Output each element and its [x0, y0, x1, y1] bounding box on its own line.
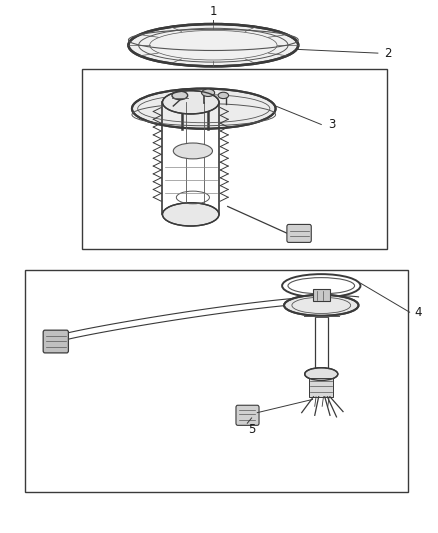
Bar [314, 289, 330, 301]
FancyBboxPatch shape [236, 405, 259, 425]
FancyBboxPatch shape [287, 224, 311, 243]
Ellipse shape [173, 143, 212, 159]
Ellipse shape [162, 203, 219, 226]
Bar [309, 378, 333, 397]
Text: 2: 2 [385, 46, 392, 60]
Text: 4: 4 [415, 306, 422, 319]
FancyBboxPatch shape [43, 330, 68, 353]
Ellipse shape [218, 92, 229, 99]
Bar [82, 69, 387, 249]
Bar [25, 270, 408, 492]
Ellipse shape [172, 91, 187, 100]
Text: 3: 3 [328, 118, 335, 131]
Ellipse shape [305, 368, 338, 381]
Ellipse shape [132, 88, 276, 129]
Text: 1: 1 [210, 5, 217, 18]
Ellipse shape [128, 24, 298, 66]
Ellipse shape [201, 89, 215, 96]
Text: 5: 5 [248, 423, 255, 436]
Ellipse shape [162, 91, 219, 114]
Ellipse shape [284, 295, 358, 316]
